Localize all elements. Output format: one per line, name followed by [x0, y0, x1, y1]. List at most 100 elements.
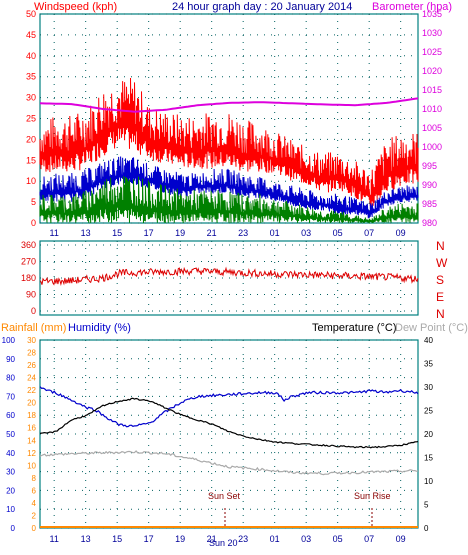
wind-x-tick-label: 17: [144, 228, 154, 238]
gust-series: [39, 77, 419, 206]
temperature-x-tick-label: 05: [333, 534, 343, 544]
wind-y-tick-label: 45: [26, 30, 36, 40]
temperature-x-tick-label: 03: [301, 534, 311, 544]
rainfall-y-tick-label: 12: [27, 449, 36, 458]
barometer-y-tick-label: 1005: [422, 123, 442, 133]
temperature-x-tick-label: 21: [207, 534, 217, 544]
rainfall-y-tick-label: 0: [32, 524, 37, 533]
humidity-y-tick-label: 30: [6, 468, 15, 477]
rainfall-y-tick-label: 20: [27, 399, 36, 408]
wind-x-tick-label: 19: [175, 228, 185, 238]
temperature-y-tick-label: 30: [424, 383, 433, 392]
humidity-y-tick-label: 70: [6, 392, 15, 401]
rainfall-y-tick-label: 24: [27, 374, 36, 383]
temperature-x-tick-label: 23: [238, 534, 248, 544]
direction-y-tick-label: 90: [26, 290, 36, 300]
temperature-humidity-panel: 0102030405060708090100024681012141618202…: [2, 336, 434, 544]
barometer-y-tick-label: 1030: [422, 28, 442, 38]
dewpoint-series: [39, 450, 419, 476]
compass-label: N: [436, 239, 445, 253]
rainfall-y-tick-label: 16: [27, 424, 36, 433]
minimum-wind-series: [39, 176, 419, 224]
humidity-y-tick-label: 0: [11, 524, 16, 533]
wind-y-tick-label: 5: [31, 197, 36, 207]
temperature-y-tick-label: 15: [424, 454, 433, 463]
barometer-y-tick-label: 1020: [422, 66, 442, 76]
wind-y-tick-label: 15: [26, 155, 36, 165]
rainfall-axis-title: Rainfall (mm): [1, 322, 66, 334]
humidity-y-tick-label: 90: [6, 355, 15, 364]
wind-x-tick-label: 21: [207, 228, 217, 238]
wind-y-tick-label: 35: [26, 72, 36, 82]
time-marker-label: Sun 20: [209, 538, 238, 548]
temperature-x-tick-label: 01: [270, 534, 280, 544]
temperature-x-tick-label: 13: [81, 534, 91, 544]
direction-y-tick-label: 180: [21, 273, 36, 283]
direction-panel-grid: [40, 241, 418, 315]
wind-y-tick-label: 40: [26, 51, 36, 61]
wind-x-tick-label: 15: [112, 228, 122, 238]
barometer-y-tick-label: 990: [422, 180, 437, 190]
wind-y-tick-label: 20: [26, 134, 36, 144]
temperature-series: [39, 397, 419, 449]
humidity-y-tick-label: 80: [6, 374, 15, 383]
direction-y-tick-label: 0: [31, 306, 36, 316]
temperature-x-tick-label: 17: [144, 534, 154, 544]
humidity-series: [39, 386, 419, 428]
barometer-axis-title: Barometer (hpa): [372, 1, 452, 13]
humidity-y-tick-label: 10: [6, 505, 15, 514]
direction-series: [39, 266, 419, 286]
rainfall-y-tick-label: 2: [32, 511, 37, 520]
rainfall-y-tick-label: 26: [27, 361, 36, 370]
barometer-y-tick-label: 995: [422, 161, 437, 171]
rainfall-y-tick-label: 18: [27, 411, 36, 420]
temperature-panel-axes: 0102030405060708090100024681012141618202…: [2, 336, 434, 544]
rainfall-y-tick-label: 4: [32, 499, 37, 508]
sunrise-label: Sun Rise: [354, 491, 391, 501]
rainfall-y-tick-label: 14: [27, 436, 36, 445]
humidity-y-tick-label: 100: [2, 336, 16, 345]
temperature-x-tick-label: 11: [50, 534, 59, 544]
compass-label: N: [436, 307, 445, 321]
sunset-label: Sun Set: [208, 491, 241, 501]
wind-x-tick-label: 05: [333, 228, 343, 238]
rainfall-y-tick-label: 10: [27, 461, 36, 470]
humidity-y-tick-label: 40: [6, 449, 15, 458]
barometer-y-tick-label: 1015: [422, 85, 442, 95]
barometer-series: [39, 97, 419, 113]
barometer-y-tick-label: 1000: [422, 142, 442, 152]
wind-x-tick-label: 01: [270, 228, 280, 238]
temperature-x-tick-label: 09: [396, 534, 406, 544]
humidity-y-tick-label: 50: [6, 430, 15, 439]
wind-y-tick-label: 25: [26, 114, 36, 124]
direction-y-tick-label: 360: [21, 240, 36, 250]
windspeed-axis-title: Windspeed (kph): [34, 1, 117, 13]
temperature-y-tick-label: 25: [424, 407, 433, 416]
wind-x-tick-label: 13: [81, 228, 91, 238]
wind-panel-axes: 0510152025303540455098098599099510001005…: [26, 9, 442, 238]
humidity-axis-title: Humidity (%): [68, 322, 131, 334]
wind-y-tick-label: 0: [31, 218, 36, 228]
compass-label: S: [436, 273, 444, 287]
wind-x-tick-label: 03: [301, 228, 311, 238]
temperature-x-tick-label: 19: [175, 534, 185, 544]
barometer-y-tick-label: 1025: [422, 47, 442, 57]
wind-y-tick-label: 30: [26, 93, 36, 103]
chart-title: 24 hour graph day : 20 January 2014: [172, 1, 352, 13]
direction-y-tick-label: 270: [21, 257, 36, 267]
barometer-y-tick-label: 1035: [422, 9, 442, 19]
dewpoint-axis-title: Dew Point (°C): [395, 322, 468, 334]
compass-label: W: [436, 256, 448, 270]
wind-y-tick-label: 10: [26, 176, 36, 186]
humidity-y-tick-label: 20: [6, 486, 15, 495]
temperature-series: [39, 386, 419, 528]
wind-y-tick-label: 50: [26, 9, 36, 19]
temperature-y-tick-label: 35: [424, 360, 433, 369]
direction-series: [39, 266, 419, 286]
temperature-x-tick-label: 15: [112, 534, 122, 544]
rainfall-y-tick-label: 30: [27, 336, 36, 345]
barometer-y-tick-label: 980: [422, 218, 437, 228]
rainfall-y-tick-label: 28: [27, 349, 36, 358]
